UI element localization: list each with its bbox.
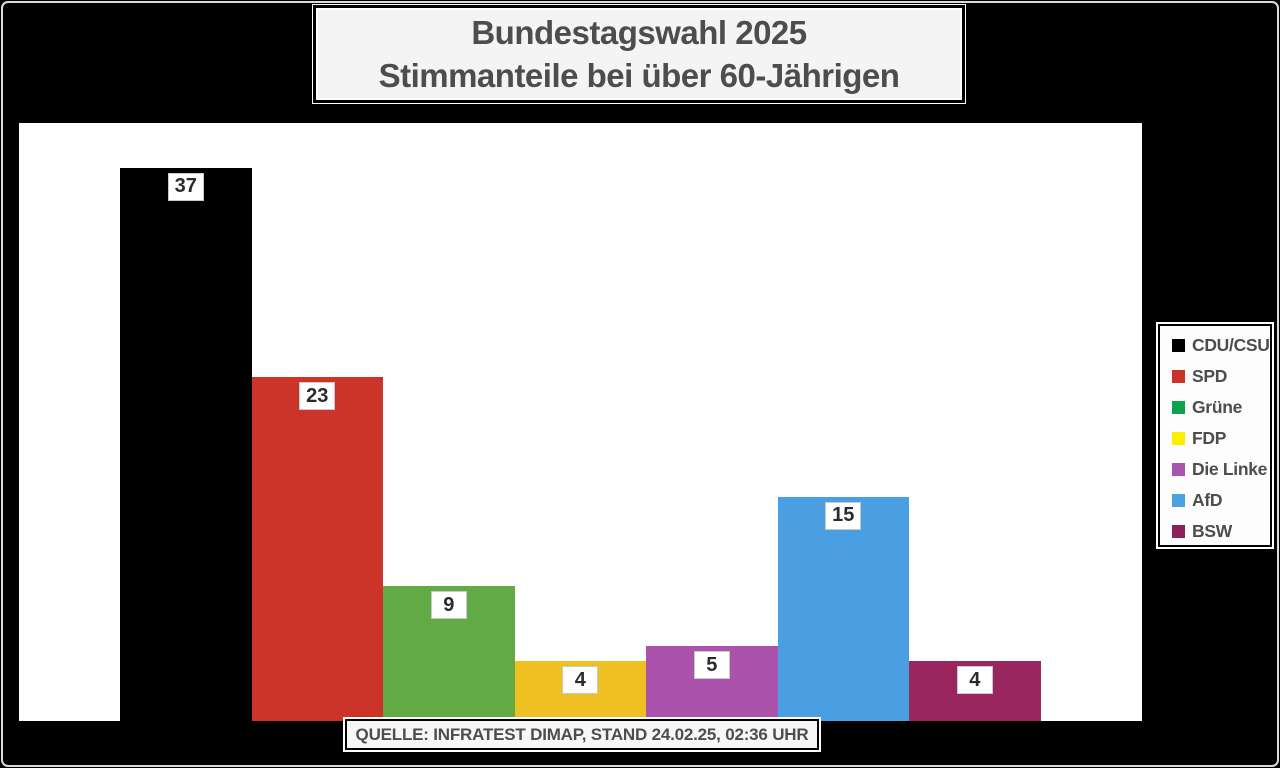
legend-item-cdu-csu: CDU/CSU	[1172, 330, 1270, 361]
legend-item-bsw: BSW	[1172, 516, 1270, 547]
chart-title-box: Bundestagswahl 2025 Stimmanteile bei übe…	[313, 5, 965, 103]
chart-title-line2: Stimmanteile bei über 60-Jährigen	[378, 57, 900, 94]
legend-swatch-icon	[1172, 463, 1185, 476]
legend-item-gr-ne: Grüne	[1172, 392, 1270, 423]
legend-label: SPD	[1192, 366, 1228, 386]
legend-label: AfD	[1192, 490, 1223, 510]
legend-item-afd: AfD	[1172, 485, 1270, 516]
bar-value-label-gr-ne: 9	[430, 591, 467, 620]
plot-area: 37 23 9 4 5 15 4	[18, 122, 1143, 722]
legend-item-spd: SPD	[1172, 361, 1270, 392]
legend-swatch-icon	[1172, 432, 1185, 445]
legend-item-die-linke: Die Linke	[1172, 454, 1270, 485]
legend-label: BSW	[1192, 521, 1232, 541]
source-note: QUELLE: INFRATEST DIMAP, STAND 24.02.25,…	[345, 719, 819, 750]
legend: CDU/CSU SPD Grüne FDP Die Linke AfD BSW	[1158, 324, 1272, 547]
bar-value-label-cdu-csu: 37	[167, 172, 204, 201]
bar-value-label-bsw: 4	[956, 666, 993, 695]
bar-value-label-die-linke: 5	[693, 651, 730, 680]
legend-label: Grüne	[1192, 397, 1243, 417]
legend-swatch-icon	[1172, 494, 1185, 507]
bar-value-label-spd: 23	[299, 382, 336, 411]
legend-item-fdp: FDP	[1172, 423, 1270, 454]
legend-swatch-icon	[1172, 339, 1185, 352]
bar-spd	[251, 377, 383, 721]
bar-afd	[777, 496, 909, 721]
bar-value-label-fdp: 4	[562, 666, 599, 695]
legend-swatch-icon	[1172, 401, 1185, 414]
bar-cdu-csu	[120, 167, 252, 721]
chart-title-line1: Bundestagswahl 2025	[471, 14, 807, 51]
bar-value-label-afd: 15	[825, 501, 862, 530]
legend-swatch-icon	[1172, 370, 1185, 383]
legend-label: Die Linke	[1192, 459, 1268, 479]
legend-label: FDP	[1192, 428, 1227, 448]
legend-swatch-icon	[1172, 525, 1185, 538]
legend-label: CDU/CSU	[1192, 335, 1270, 355]
